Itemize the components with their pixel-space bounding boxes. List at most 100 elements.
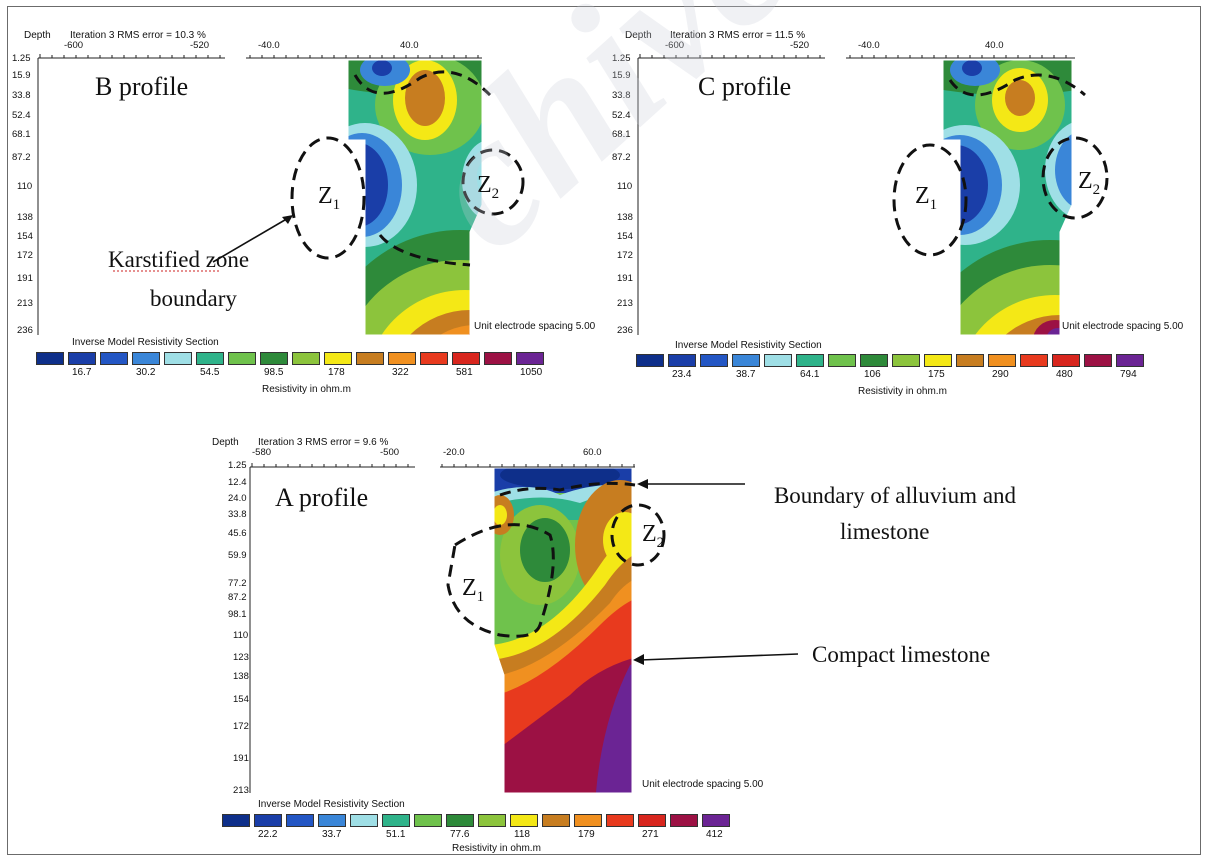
depth-tick: 1.25 xyxy=(12,53,31,64)
section-plot-b xyxy=(37,54,525,336)
iteration-header: Iteration 3 RMS error = 11.5 % xyxy=(670,30,806,41)
legend-value: 271 xyxy=(642,829,659,840)
spacing-note: Unit electrode spacing 5.00 xyxy=(1062,321,1184,332)
depth-tick: 15.9 xyxy=(612,70,631,81)
depth-tick: 59.9 xyxy=(228,550,247,561)
depth-tick: 138 xyxy=(617,212,633,223)
iteration-header: Iteration 3 RMS error = 10.3 % xyxy=(70,30,206,41)
top-tick: -600 xyxy=(64,40,84,51)
legend-swatch xyxy=(132,352,160,365)
depth-tick: 24.0 xyxy=(228,493,247,504)
legend-swatch xyxy=(254,814,282,827)
depth-tick: 191 xyxy=(617,273,633,284)
depth-header: Depth xyxy=(625,30,652,41)
top-tick: -500 xyxy=(380,447,400,458)
legend-swatch xyxy=(324,352,352,365)
annotation-karst-2: boundary xyxy=(150,286,237,311)
legend-value: 480 xyxy=(1056,369,1073,380)
depth-tick: 172 xyxy=(233,721,249,732)
depth-tick: 68.1 xyxy=(612,129,631,140)
legend-unit: Resistivity in ohm.m xyxy=(262,384,351,395)
legend-value: 179 xyxy=(578,829,595,840)
zone-z1: Z1 xyxy=(318,183,341,213)
depth-tick: 98.1 xyxy=(228,609,247,620)
legend-swatch xyxy=(732,354,760,367)
top-tick: -520 xyxy=(190,40,210,51)
top-tick: -580 xyxy=(252,447,272,458)
zone-z1: Z1 xyxy=(462,575,485,605)
depth-tick: 68.1 xyxy=(12,129,31,140)
top-tick: 40.0 xyxy=(985,40,1004,51)
legend-value: 23.4 xyxy=(672,369,692,380)
legend-swatch xyxy=(350,814,378,827)
legend-swatch xyxy=(164,352,192,365)
legend-value: 322 xyxy=(392,367,409,378)
depth-tick: 213 xyxy=(17,298,33,309)
depth-tick: 123 xyxy=(233,652,249,663)
section-plot-a xyxy=(249,463,799,794)
legend-swatch xyxy=(222,814,250,827)
legend-title: Inverse Model Resistivity Section xyxy=(258,799,405,810)
legend-swatch xyxy=(892,354,920,367)
depth-tick: 52.4 xyxy=(12,110,31,121)
depth-tick: 236 xyxy=(617,325,633,336)
legend-swatch xyxy=(516,352,544,365)
depth-tick: 110 xyxy=(233,630,249,641)
profile-title: A profile xyxy=(275,483,369,512)
depth-tick: 12.4 xyxy=(228,477,247,488)
depth-tick: 33.8 xyxy=(12,90,31,101)
legend-value: 178 xyxy=(328,367,345,378)
legend-swatch xyxy=(510,814,538,827)
legend-swatch xyxy=(292,352,320,365)
annotation-boundary-2: limestone xyxy=(840,519,930,544)
legend-swatch xyxy=(260,352,288,365)
panel-c-profile: Depth Iteration 3 RMS error = 11.5 % -60… xyxy=(600,0,1200,410)
spacing-note: Unit electrode spacing 5.00 xyxy=(474,321,596,332)
depth-header: Depth xyxy=(212,437,239,448)
depth-tick: 191 xyxy=(233,753,249,764)
depth-tick: 110 xyxy=(617,181,633,192)
depth-tick: 87.2 xyxy=(612,152,631,163)
depth-tick: 213 xyxy=(233,785,249,796)
figure-frame xyxy=(7,6,1201,855)
top-tick: 40.0 xyxy=(400,40,419,51)
depth-tick: 33.8 xyxy=(612,90,631,101)
legend-swatch xyxy=(1116,354,1144,367)
depth-tick: 1.25 xyxy=(228,460,247,471)
depth-tick: 77.2 xyxy=(228,578,247,589)
legend-unit: Resistivity in ohm.m xyxy=(452,843,541,854)
top-tick: -40.0 xyxy=(258,40,280,51)
depth-tick: 87.2 xyxy=(228,592,247,603)
legend-swatch xyxy=(796,354,824,367)
legend-swatch xyxy=(318,814,346,827)
legend-swatch xyxy=(764,354,792,367)
legend-swatch xyxy=(702,814,730,827)
legend-swatch xyxy=(452,352,480,365)
legend-swatch xyxy=(670,814,698,827)
annotation-boundary-1: Boundary of alluvium and xyxy=(773,483,1017,508)
legend-unit: Resistivity in ohm.m xyxy=(858,386,947,397)
legend-value: 54.5 xyxy=(200,367,220,378)
legend-swatch xyxy=(574,814,602,827)
depth-tick: 172 xyxy=(17,250,33,261)
legend-value: 1050 xyxy=(520,367,543,378)
depth-tick: 138 xyxy=(17,212,33,223)
legend-value: 175 xyxy=(928,369,945,380)
depth-tick: 154 xyxy=(617,231,633,242)
legend-swatch xyxy=(988,354,1016,367)
section-plot-c xyxy=(637,54,1109,336)
legend-value: 290 xyxy=(992,369,1009,380)
legend-swatch xyxy=(606,814,634,827)
legend-swatch xyxy=(68,352,96,365)
legend-value: 98.5 xyxy=(264,367,284,378)
legend-swatch xyxy=(36,352,64,365)
depth-tick: 191 xyxy=(17,273,33,284)
legend-swatch xyxy=(228,352,256,365)
color-legend: 16.7 30.2 54.5 98.5 178 322 581 1050 xyxy=(36,352,596,382)
legend-swatch xyxy=(542,814,570,827)
top-tick: -20.0 xyxy=(443,447,465,458)
legend-value: 581 xyxy=(456,367,473,378)
iteration-header: Iteration 3 RMS error = 9.6 % xyxy=(258,437,389,448)
legend-value: 22.2 xyxy=(258,829,278,840)
legend-swatch xyxy=(414,814,442,827)
